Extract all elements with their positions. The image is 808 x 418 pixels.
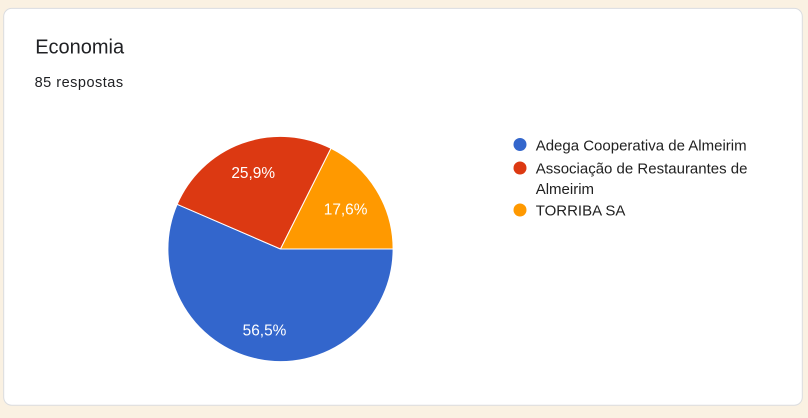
svg-text:Adega Cooperativa de Almeirim: Adega Cooperativa de Almeirim [536,137,747,154]
svg-text:56,5%: 56,5% [243,323,287,340]
svg-text:17,6%: 17,6% [324,201,368,218]
svg-text:Economia: Economia [35,37,125,59]
svg-text:Almeirim: Almeirim [536,181,594,198]
svg-text:TORRIBA SA: TORRIBA SA [536,202,626,219]
svg-text:Associação de Restaurantes de: Associação de Restaurantes de [536,160,748,177]
svg-text:85 respostas: 85 respostas [35,75,124,91]
svg-text:25,9%: 25,9% [231,165,275,182]
